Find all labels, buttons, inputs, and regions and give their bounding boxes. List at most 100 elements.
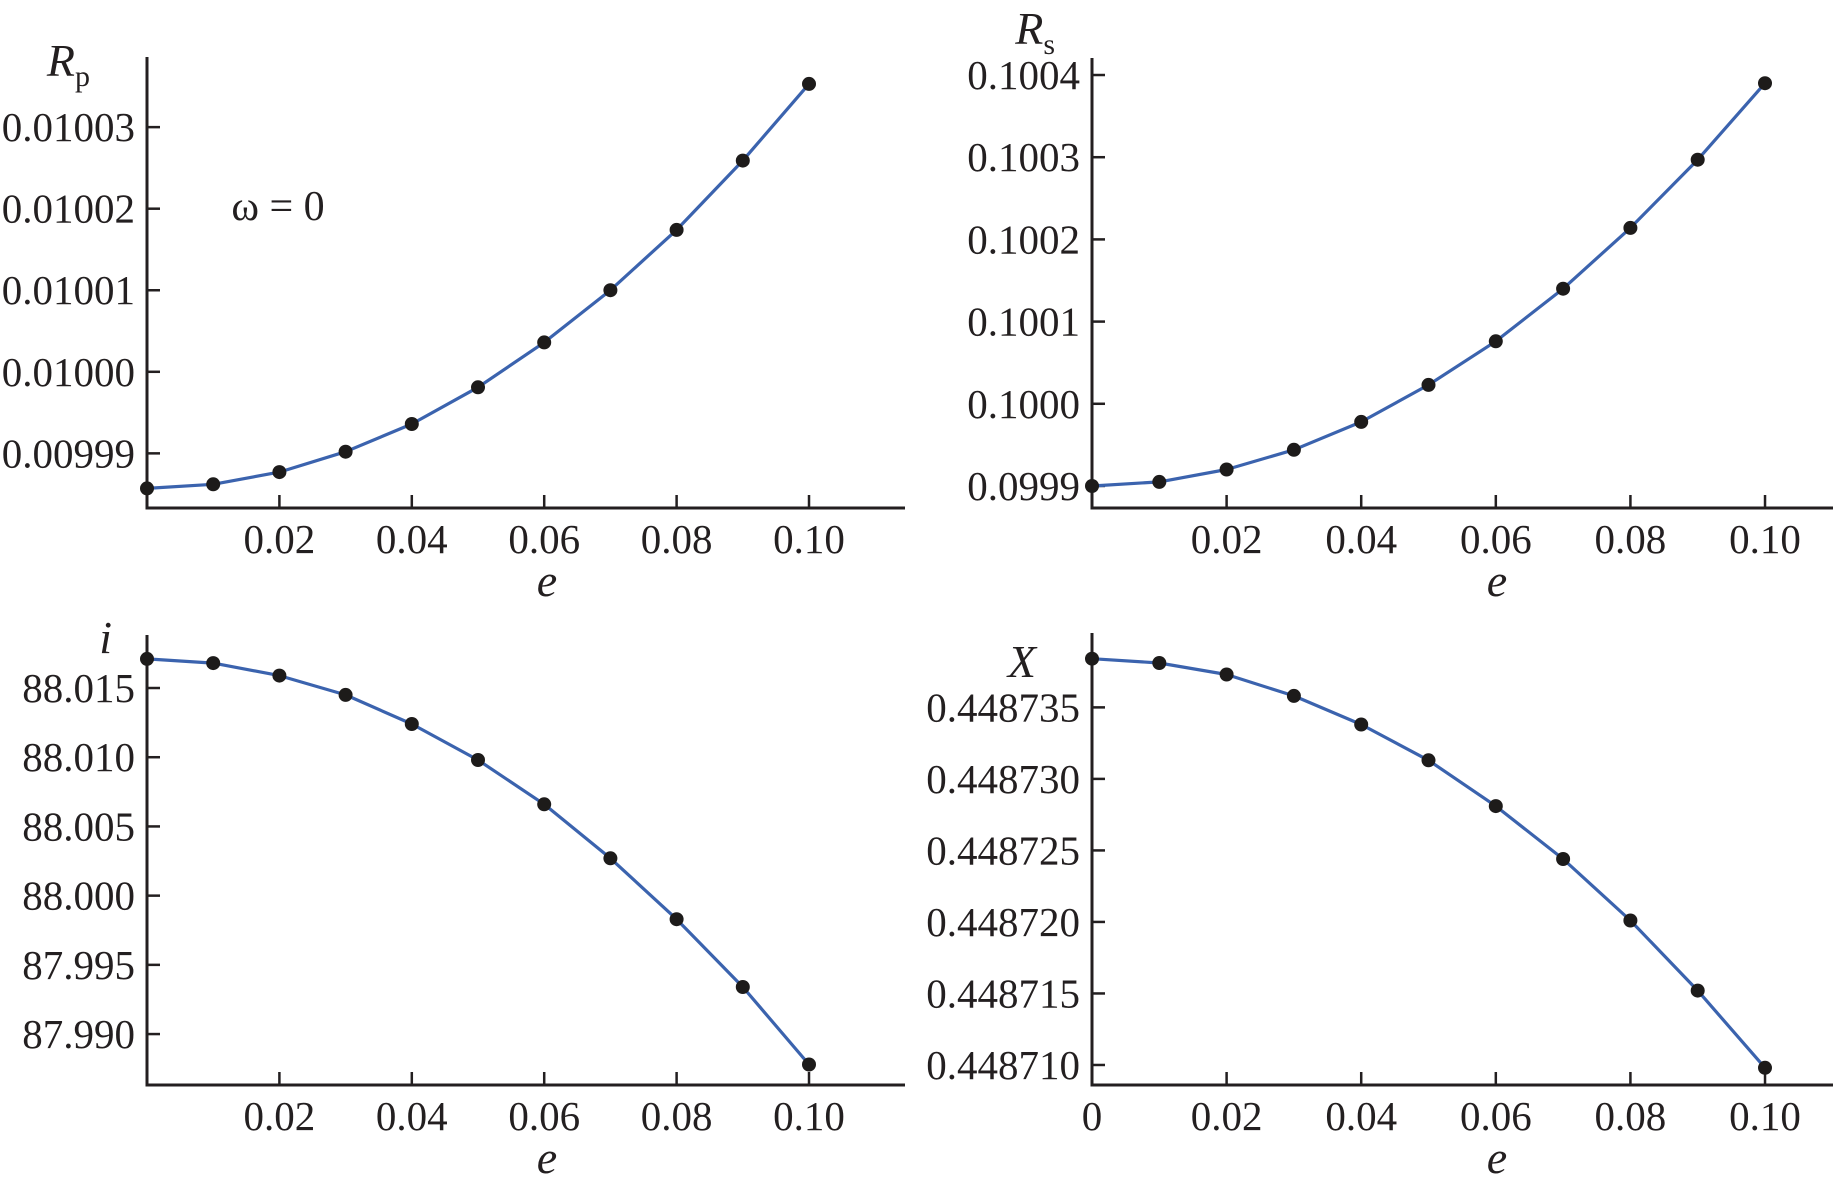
data-point [669, 222, 684, 237]
data-point [1690, 152, 1705, 167]
series-line [145, 657, 811, 1067]
data-point [404, 717, 419, 731]
y-tick-label: 88.010 [22, 734, 135, 780]
y-tick-label: 0.448720 [926, 899, 1080, 945]
data-point [1556, 281, 1571, 296]
panel-label: Rp [46, 35, 90, 93]
data-point [1219, 667, 1234, 682]
x-tick-label: 0.10 [773, 516, 845, 562]
plot-rp: 0.02 0.04 0.06 0.08 0.10 0.01003 0.01002 0.0100… [2, 35, 905, 606]
x-tick-label: 0.04 [1325, 516, 1397, 562]
data-point [338, 687, 353, 702]
data-point [1758, 1060, 1772, 1075]
x-tick-label: 0.04 [376, 1093, 448, 1139]
annotation-omega: ω = 0 [231, 184, 324, 230]
x-axis-label: e [1487, 555, 1507, 606]
y-tick-label: 0.01002 [2, 186, 135, 232]
data-point [802, 1057, 816, 1072]
y-tick-label: 0.01003 [2, 104, 135, 150]
data-point [140, 651, 154, 666]
y-tick-label: 87.990 [22, 1011, 135, 1057]
x-tick-label: 0.08 [641, 516, 713, 562]
y-tick-label: 0.1002 [967, 216, 1080, 262]
data-point [1152, 656, 1167, 670]
panel-label: Rs [1014, 3, 1055, 61]
data-point [735, 980, 750, 994]
data-point [206, 477, 221, 492]
axes [1090, 58, 1833, 510]
x-tick-label: 0.08 [641, 1093, 713, 1139]
data-point [1219, 462, 1234, 477]
data-point [272, 668, 287, 683]
data-point [471, 380, 485, 395]
x-tick-label: 0.06 [1460, 516, 1532, 562]
x-axis-label: e [1487, 1132, 1507, 1181]
y-tick-label: 0.448730 [926, 756, 1080, 802]
data-point [338, 444, 353, 459]
data-point [206, 656, 221, 671]
data-point [603, 851, 618, 866]
data-point [1354, 717, 1369, 732]
data-point [1488, 334, 1503, 349]
data-point [140, 481, 154, 496]
plot-i: 0.02 0.04 0.06 0.08 0.10 88.015 88.010 88.005 88… [22, 612, 905, 1181]
x-tick-label: 0.02 [1191, 1093, 1263, 1139]
data-point [1085, 479, 1099, 493]
y-tick-label: 0.448715 [926, 970, 1080, 1016]
plot-x: 0 0.02 0.04 0.06 0.08 0.10 0.448735 0.448730 0.4… [926, 633, 1833, 1181]
data-point [471, 753, 485, 767]
y-tick-label: 88.000 [22, 873, 135, 919]
panel-label: X [1006, 636, 1038, 687]
data-point [1085, 651, 1099, 666]
data-point [1421, 753, 1436, 768]
data-point [802, 76, 816, 91]
x-tick-label: 0.08 [1595, 1093, 1667, 1139]
x-tick-label: 0.02 [244, 1093, 316, 1139]
data-point [1354, 414, 1369, 429]
y-tick-label: 0.1001 [967, 299, 1080, 345]
data-point [1623, 220, 1638, 235]
data-point [603, 283, 618, 298]
y-tick-label: 0.448735 [926, 684, 1080, 730]
data-point [272, 465, 287, 480]
series-line [1090, 81, 1767, 488]
y-tick-label: 0.448710 [926, 1042, 1080, 1088]
x-tick-label: 0.02 [244, 516, 316, 562]
x-tick-label: 0.08 [1595, 516, 1667, 562]
x-tick-label: 0.04 [1325, 1093, 1397, 1139]
plot-rs: 0.02 0.04 0.06 0.08 0.10 0.1004 0.1003 0.1002 0.… [967, 3, 1833, 606]
y-tick-label: 0.1004 [967, 52, 1080, 98]
x-tick-label: 0.02 [1191, 516, 1263, 562]
x-tick-label: 0.10 [773, 1093, 845, 1139]
data-point [1286, 688, 1301, 703]
y-tick-label: 0.01001 [2, 267, 135, 313]
x-tick-label: 0.04 [376, 516, 448, 562]
x-tick-label: 0.06 [508, 1093, 580, 1139]
x-axis-label: e [537, 1132, 557, 1181]
axes [145, 635, 905, 1087]
series-line [145, 82, 811, 490]
y-tick-label: 88.015 [22, 665, 135, 711]
y-tick-label: 0.0999 [967, 463, 1080, 509]
data-point [1488, 799, 1503, 814]
x-tick-label: 0.10 [1729, 516, 1801, 562]
data-point [1623, 913, 1638, 928]
y-tick-label: 0.1000 [967, 381, 1080, 427]
y-tick-label: 0.1003 [967, 134, 1080, 180]
axes [145, 57, 905, 510]
x-tick-label: 0.06 [1460, 1093, 1532, 1139]
y-tick-label: 0.00999 [2, 430, 135, 476]
data-point [735, 153, 750, 168]
data-point [404, 417, 419, 431]
y-tick-label: 87.995 [22, 942, 135, 988]
data-point [537, 335, 552, 350]
data-point [1556, 852, 1571, 866]
data-point [1152, 474, 1167, 489]
x-tick-label: 0.10 [1729, 1093, 1801, 1139]
data-point [1690, 983, 1705, 998]
data-point [669, 912, 684, 927]
y-tick-label: 0.448725 [926, 827, 1080, 873]
x-axis-label: e [537, 555, 557, 606]
